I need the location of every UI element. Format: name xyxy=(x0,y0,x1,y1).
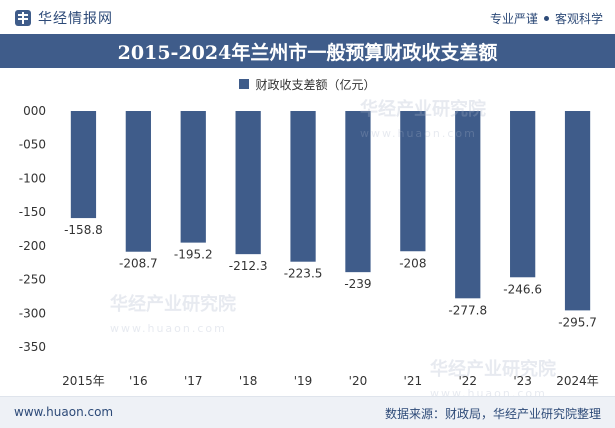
bar xyxy=(564,111,591,311)
bar xyxy=(400,111,426,252)
bar xyxy=(510,111,536,278)
tagline-left: 专业严谨 xyxy=(489,12,538,26)
data-label: -212.3 xyxy=(229,259,268,273)
x-tick-label: '22 xyxy=(458,374,477,388)
bar xyxy=(235,111,261,255)
y-tick-label: -250 xyxy=(19,273,46,287)
bar xyxy=(345,111,371,273)
x-tick-label: '23 xyxy=(513,374,532,388)
y-tick-label: 000 xyxy=(23,104,46,118)
data-label: -277.8 xyxy=(448,303,487,317)
x-tick-label: '21 xyxy=(404,374,423,388)
legend-swatch xyxy=(239,79,250,89)
dot-separator-icon xyxy=(543,16,549,21)
title-bar: 2015-2024年兰州市一般预算财政收支差额 xyxy=(0,34,615,68)
top-bar: 华经情报网 专业严谨 客观科学 xyxy=(0,0,615,34)
x-tick-label: 2024年 xyxy=(556,374,599,388)
bar xyxy=(70,111,97,219)
data-label: -158.8 xyxy=(64,223,103,237)
legend-label: 财政收支差额（亿元） xyxy=(255,77,376,92)
chart-title: 2015-2024年兰州市一般预算财政收支差额 xyxy=(117,41,498,64)
data-label: -223.5 xyxy=(284,267,323,281)
x-tick-label: '18 xyxy=(239,374,258,388)
data-label: -208 xyxy=(399,256,426,270)
bar xyxy=(125,111,151,252)
brand[interactable]: 华经情报网 xyxy=(14,8,113,28)
y-tick-label: -050 xyxy=(19,138,46,152)
y-tick-label: -200 xyxy=(19,239,46,253)
x-tick-label: '16 xyxy=(129,374,148,388)
footer: www.huaon.com 数据来源：财政局，华经产业研究院整理 xyxy=(0,396,615,428)
data-label: -195.2 xyxy=(174,248,213,262)
footer-source: 数据来源：财政局，华经产业研究院整理 xyxy=(384,407,601,421)
tagline: 专业严谨 客观科学 xyxy=(490,10,603,27)
brand-name: 华经情报网 xyxy=(38,11,113,27)
y-tick-label: -100 xyxy=(19,171,46,185)
x-tick-label: '20 xyxy=(349,374,368,388)
y-tick-label: -300 xyxy=(19,306,46,320)
bar xyxy=(180,111,206,243)
data-label: -295.7 xyxy=(558,315,597,329)
x-tick-label: 2015年 xyxy=(62,374,105,388)
huajing-logo-icon xyxy=(15,10,31,26)
y-tick-label: -350 xyxy=(19,340,46,354)
data-label: -246.6 xyxy=(503,282,542,296)
footer-website-link[interactable]: www.huaon.com xyxy=(14,405,114,419)
x-tick-label: '19 xyxy=(294,374,313,388)
bar xyxy=(455,111,481,299)
legend: 财政收支差额（亿元） xyxy=(0,75,615,93)
data-label: -239 xyxy=(344,277,371,291)
bar xyxy=(290,111,316,262)
tagline-right: 客观科学 xyxy=(554,12,603,26)
bar-chart: 000 -050 -100 -150 -200 -250 -300 -350 2015年 '16 '… xyxy=(19,104,599,388)
data-label: -208.7 xyxy=(119,257,158,271)
y-tick-label: -150 xyxy=(19,205,46,219)
x-tick-label: '17 xyxy=(184,374,203,388)
